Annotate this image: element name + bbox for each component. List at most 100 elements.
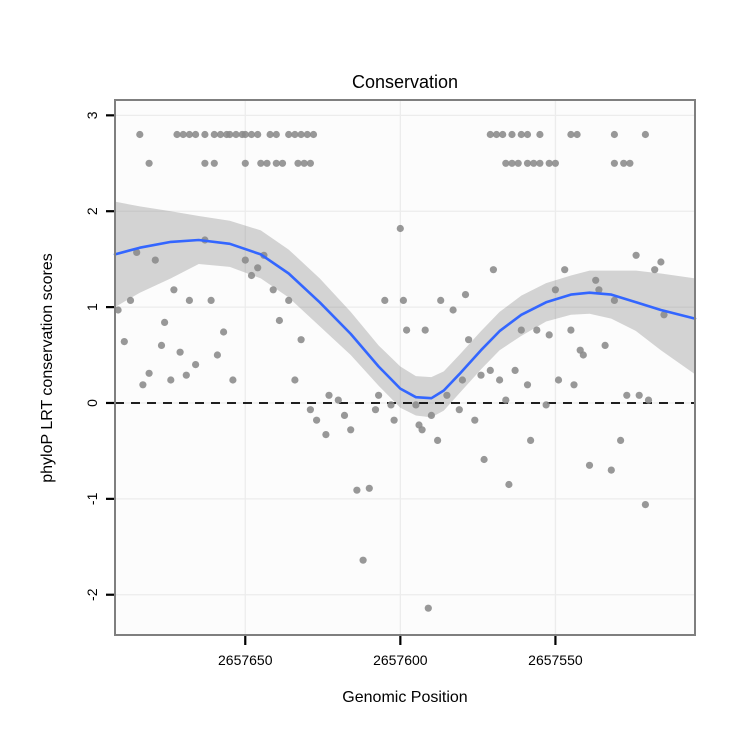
data-point (263, 159, 271, 167)
x-tick-label: 2657650 (218, 652, 273, 668)
confidence-ribbon (115, 201, 695, 418)
data-point (322, 431, 330, 439)
data-point (241, 130, 249, 139)
data-point (185, 130, 193, 139)
data-point (254, 264, 262, 272)
data-point (157, 341, 166, 349)
data-point (375, 391, 383, 399)
data-point (551, 159, 560, 167)
data-point (610, 130, 619, 139)
confidence-band (115, 201, 695, 418)
data-point (133, 248, 141, 256)
data-point (247, 130, 256, 139)
data-point (359, 556, 367, 564)
panel-background (115, 100, 695, 635)
data-point (216, 130, 225, 139)
data-point (523, 159, 532, 167)
data-point (241, 256, 249, 264)
data-point (396, 224, 404, 233)
data-point (496, 376, 504, 384)
data-point (201, 130, 209, 139)
data-point (626, 159, 634, 167)
data-point (517, 326, 525, 334)
data-point (247, 271, 256, 280)
data-point (313, 416, 321, 424)
data-point (334, 396, 342, 404)
data-point (167, 376, 175, 384)
data-point (585, 461, 594, 469)
loess-smooth-line (113, 238, 697, 400)
data-point (465, 336, 473, 344)
data-point (542, 401, 550, 409)
data-point (365, 484, 373, 492)
data-point (291, 376, 299, 384)
data-point (623, 391, 631, 399)
data-point (213, 351, 221, 359)
scatter-points (114, 130, 668, 612)
data-point (161, 318, 169, 326)
data-point (620, 159, 628, 167)
data-point (347, 426, 355, 434)
data-point (635, 391, 643, 399)
data-point (660, 311, 668, 319)
plot-panel (115, 100, 695, 635)
data-point (114, 306, 122, 314)
panel-border-rect (114, 99, 696, 636)
data-point (201, 159, 209, 167)
data-point (502, 159, 510, 167)
data-point (390, 416, 398, 424)
data-point (185, 296, 193, 304)
chart-title: Conservation (352, 72, 458, 92)
y-tick-label: -2 (84, 588, 100, 601)
data-point (254, 130, 262, 139)
data-point (601, 341, 609, 349)
x-tick-label: 2657600 (373, 652, 428, 668)
data-point (617, 436, 625, 444)
data-point (300, 159, 308, 167)
y-tick-label: 1 (84, 303, 100, 311)
data-point (418, 426, 426, 434)
data-point (387, 401, 395, 409)
data-point (126, 296, 135, 304)
data-point (530, 159, 538, 167)
data-point (644, 396, 653, 404)
data-point (533, 326, 541, 334)
data-point (229, 376, 237, 384)
data-point (443, 391, 451, 399)
data-point (275, 316, 283, 325)
y-axis-label: phyloP LRT conservation scores (39, 253, 56, 482)
data-point (632, 251, 640, 259)
y-tick-label: 0 (84, 399, 100, 407)
data-point (278, 159, 287, 167)
data-point (607, 466, 615, 474)
data-point (592, 276, 600, 284)
data-point (421, 326, 429, 334)
y-tick-label: 3 (84, 111, 100, 119)
data-point (449, 306, 457, 314)
data-point (182, 371, 190, 379)
x-axis-label: Genomic Position (342, 689, 467, 706)
data-point (145, 369, 153, 377)
data-point (514, 159, 522, 167)
data-point (610, 296, 619, 304)
data-point (489, 266, 497, 274)
data-point (523, 381, 532, 389)
data-point (151, 256, 159, 264)
data-point (480, 455, 488, 464)
data-point (192, 361, 200, 369)
data-point (641, 501, 650, 509)
data-point (257, 159, 265, 167)
data-point (241, 159, 249, 167)
data-point (536, 130, 544, 139)
data-point (353, 486, 361, 494)
axis-ticks-and-labels: 2657650 2657600 2657550 -2 -1 0 1 2 3 (84, 111, 583, 668)
data-point (192, 130, 200, 139)
data-point (371, 406, 380, 414)
data-point (306, 406, 314, 414)
data-point (272, 130, 280, 139)
data-point (291, 130, 299, 139)
data-point (179, 130, 187, 139)
data-point (486, 366, 494, 374)
data-point (434, 436, 442, 444)
